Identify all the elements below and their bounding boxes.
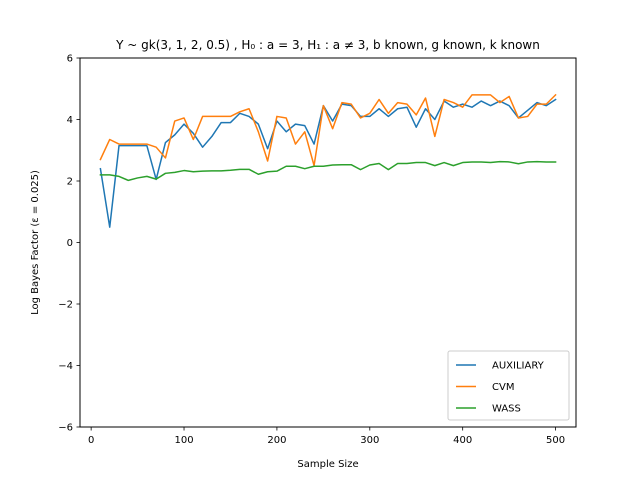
- x-axis: 0 100 200 300 400 500: [88, 427, 565, 446]
- legend-label-auxiliary: AUXILIARY: [492, 361, 545, 372]
- legend-box: [447, 350, 570, 421]
- y-tick-label: 2: [67, 177, 73, 188]
- chart-title: Y ~ gk(3, 1, 2, 0.5) , H₀ : a = 3, H₁ : …: [115, 38, 540, 52]
- legend: AUXILIARY CVM WASS: [447, 350, 570, 421]
- y-tick-label: −6: [58, 423, 73, 434]
- x-tick-label: 500: [546, 435, 565, 446]
- series-line-auxiliary: [99, 98, 557, 228]
- y-tick-label: 6: [67, 54, 73, 65]
- x-tick-label: 100: [174, 435, 193, 446]
- y-tick-label: −4: [58, 361, 73, 372]
- series-line-cvm: [99, 93, 557, 167]
- x-tick-label: 200: [267, 435, 286, 446]
- x-tick-label: 0: [88, 435, 94, 446]
- y-tick-label: −2: [58, 300, 73, 311]
- series-line-wass: [99, 160, 557, 182]
- y-tick-label: 4: [67, 115, 73, 126]
- y-axis: −6 −4 −2 0 2 4 6: [58, 54, 80, 434]
- legend-label-wass: WASS: [492, 404, 521, 415]
- x-tick-label: 300: [360, 435, 379, 446]
- series-lines: [99, 93, 557, 228]
- x-tick-label: 400: [453, 435, 472, 446]
- x-axis-label: Sample Size: [297, 459, 358, 470]
- y-tick-label: 0: [67, 238, 73, 249]
- y-axis-label: Log Bayes Factor (ε = 0.025): [30, 170, 41, 315]
- legend-label-cvm: CVM: [492, 382, 514, 393]
